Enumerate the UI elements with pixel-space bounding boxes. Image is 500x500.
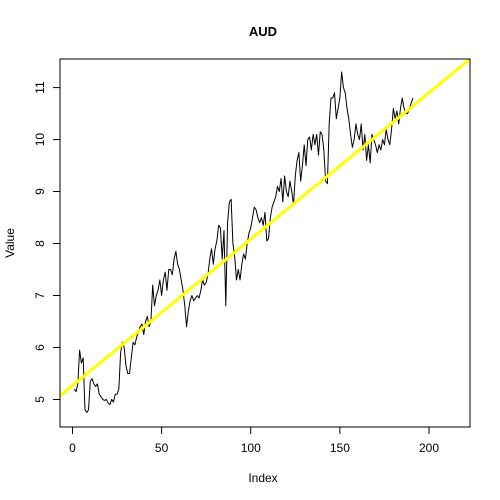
- price-series-line: [73, 71, 414, 413]
- trend-line: [60, 59, 470, 397]
- x-tick-label: 150: [330, 441, 350, 455]
- x-axis-label: Index: [248, 471, 277, 485]
- plot-frame: [59, 58, 471, 428]
- y-tick-label: 7: [33, 292, 47, 299]
- y-tick-label: 10: [33, 133, 47, 147]
- y-tick-label: 8: [33, 240, 47, 247]
- series-layer: [60, 59, 470, 413]
- y-tick-label: 9: [33, 188, 47, 195]
- y-tick-label: 11: [33, 81, 47, 94]
- y-axis-label: Value: [3, 228, 17, 258]
- chart-title: AUD: [249, 24, 277, 39]
- x-tick-label: 100: [241, 441, 261, 455]
- x-tick-label: 0: [69, 441, 76, 455]
- y-tick-label: 6: [33, 344, 47, 351]
- x-tick-label: 200: [419, 441, 439, 455]
- y-tick-label: 5: [33, 396, 47, 403]
- x-tick-label: 50: [155, 441, 169, 455]
